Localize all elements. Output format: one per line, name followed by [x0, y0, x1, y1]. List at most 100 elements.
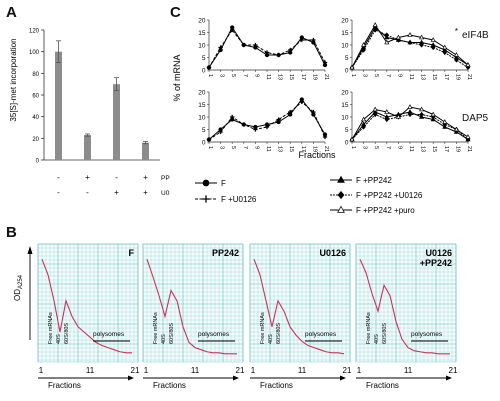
trace-xtick-label: 21 [236, 366, 245, 375]
line-point [372, 22, 378, 27]
trace-title: U0126 +PP242 [420, 248, 452, 268]
line-point [453, 52, 459, 57]
line-point [431, 44, 436, 51]
line-point [372, 106, 378, 112]
panel-c-xtick-label: 7 [242, 74, 248, 77]
line-point [384, 109, 390, 114]
line-point [264, 50, 270, 55]
trace-xlabel: Fractions [260, 381, 293, 390]
line-point [299, 99, 304, 105]
panel-c-xtick-label: 13 [277, 146, 283, 152]
panel-c-xtick-label: 7 [385, 74, 391, 77]
panel-c-xtick-label: 21 [323, 74, 329, 80]
chart-paper [355, 243, 457, 363]
gene-label-dap5: DAP5 [462, 113, 489, 124]
line-point [218, 45, 223, 50]
absorbance-trace [146, 259, 237, 355]
trace-xtick-label: 11 [191, 366, 200, 375]
panel-a-bar [55, 51, 62, 160]
panel-a-ytick-label: 120 [29, 29, 40, 35]
panel-c-ytick-label: 10 [341, 42, 349, 49]
line-point [373, 27, 378, 33]
panel-a-pp242-sign: - [115, 173, 118, 182]
panel-a-ytick-label: 40 [32, 115, 39, 121]
trace-xlabel: Fractions [366, 381, 399, 390]
line-point [311, 109, 316, 115]
line-point [299, 37, 304, 43]
line-point [241, 122, 246, 127]
panel-a-u0126-sign: - [86, 188, 89, 197]
line-point [230, 114, 235, 120]
panel-c-ytick-label: 20 [198, 89, 206, 96]
trace-xtick-label: 11 [298, 366, 307, 375]
line-point [264, 124, 270, 130]
line-point [407, 32, 413, 37]
panel-c-ytick-label: 15 [341, 30, 349, 37]
peak-label: Free mRNAs [366, 312, 372, 344]
fractions-arrowhead [128, 375, 134, 381]
panel-c-ytick-label: 0 [202, 139, 206, 146]
line-point [311, 37, 316, 43]
panel-c-xtick-label: 17 [443, 74, 449, 80]
panel-c-xtick-label: 11 [265, 146, 271, 152]
panel-c-xtick-label: 3 [362, 74, 368, 77]
line-point [349, 136, 355, 142]
panel-c-xtick-label: 3 [219, 146, 225, 149]
trace-title-line: F [129, 248, 135, 258]
line-point [419, 34, 425, 40]
panel-c-ylabel: % of mRNA [172, 54, 182, 101]
line-point [337, 190, 345, 200]
absorbance-trace [41, 259, 132, 354]
trace-title: PP242 [212, 248, 239, 258]
panel-c-xtick-label: 17 [443, 146, 449, 152]
line-point [206, 65, 212, 70]
trace-xtick-label: 21 [343, 366, 352, 375]
trace-xtick-label: 21 [449, 366, 458, 375]
panel-c-xtick-label: 21 [323, 146, 329, 152]
line-point [419, 42, 424, 48]
panel-c-xtick-label: 9 [253, 146, 259, 149]
panel-c-xtick-label: 1 [350, 146, 356, 149]
trace-title-line: U0126 [319, 248, 346, 258]
line-point [442, 44, 448, 50]
line-point [288, 109, 293, 115]
panel-c-ytick-label: 10 [198, 42, 206, 49]
legend-label: F +U0126 [221, 195, 257, 204]
panel-c-xtick-label: 11 [408, 74, 414, 80]
trace-title: U0126 [319, 248, 346, 258]
panel-c-xtick-label: 19 [454, 146, 460, 152]
legend-label: F +PP242 +puro [356, 206, 415, 215]
fractions-arrowhead [340, 375, 346, 381]
line-point [253, 127, 258, 132]
panel-a-bar [84, 135, 91, 160]
panel-label-a: A [6, 4, 17, 21]
panel-c-xtick-label: 13 [420, 74, 426, 80]
panel-c-xtick-label: 5 [230, 146, 236, 149]
line-point [384, 116, 389, 123]
panel-c-ytick-label: 20 [341, 89, 349, 96]
panel-c-xtick-label: 13 [277, 74, 283, 80]
panel-c-ytick-label: 5 [345, 127, 349, 134]
trace-xtick-label: 21 [131, 366, 140, 375]
panel-c-ytick-label: 10 [341, 114, 349, 121]
panel-c-ytick-label: 15 [341, 102, 349, 109]
line-point [322, 60, 328, 65]
panel-a-ylabel: 35[S]-met incorporation [9, 38, 18, 121]
panel-c-xtick-label: 19 [454, 74, 460, 80]
panel-label-b: B [6, 224, 17, 241]
line-point [361, 42, 367, 47]
panel-a-bar-chart: 35[S]-met incorporation 020406080100120 … [9, 29, 170, 198]
panel-c-xtick-label: 11 [408, 146, 414, 152]
peak-label: 60S/80S [276, 323, 282, 344]
line-point [373, 111, 378, 118]
panel-a-ytick-label: 0 [36, 159, 40, 165]
line-point [288, 47, 293, 53]
panel-c-xtick-label: 15 [431, 74, 437, 80]
panel-c-xtick-label: 15 [431, 146, 437, 152]
line-point [442, 119, 448, 124]
panel-a-row-label: U0126 [161, 190, 170, 197]
line-series [208, 101, 326, 140]
